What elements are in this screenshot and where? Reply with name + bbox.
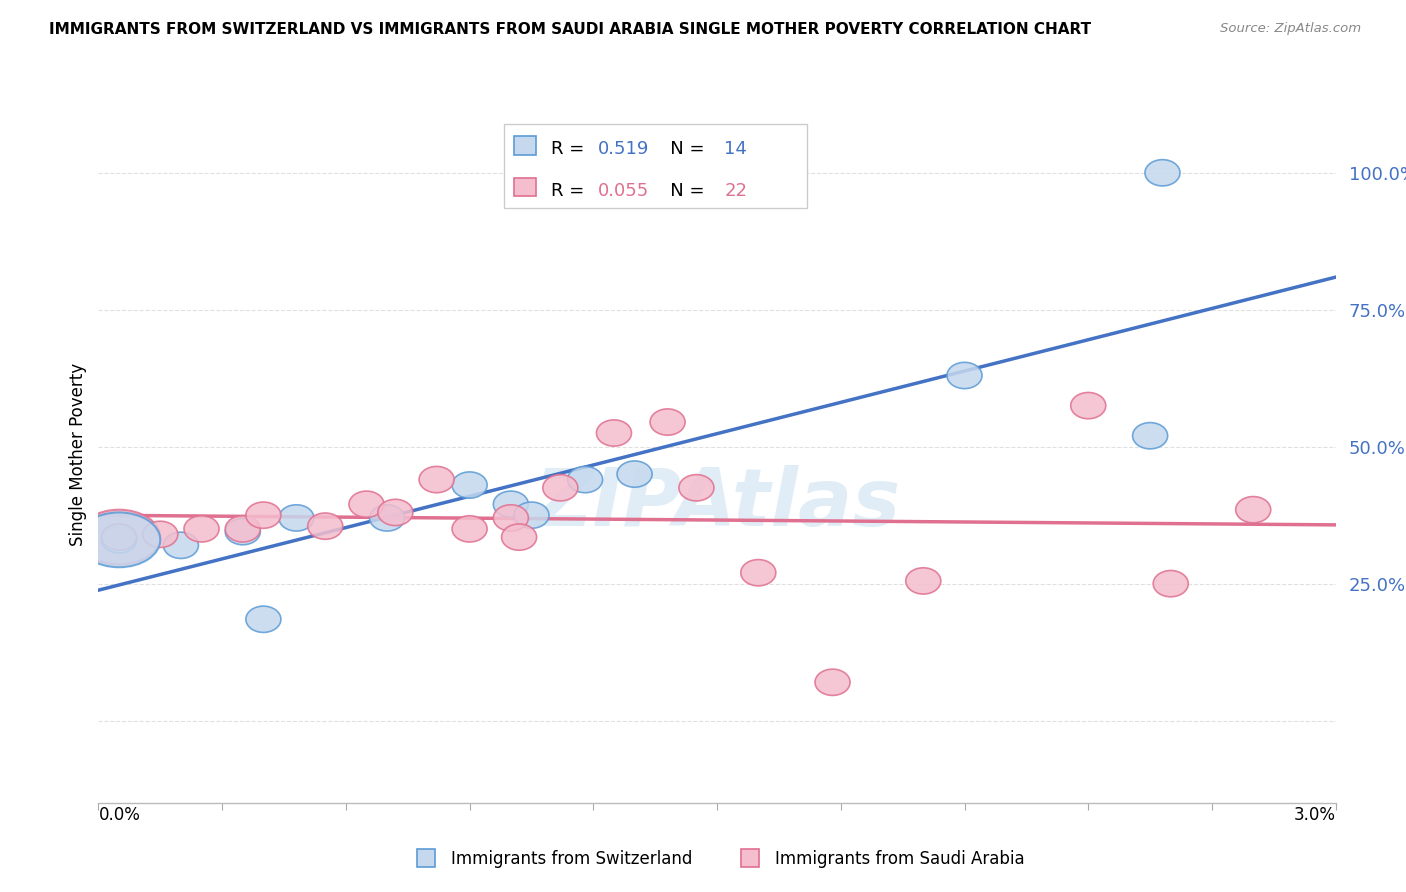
Text: 3.0%: 3.0%	[1294, 805, 1336, 823]
Ellipse shape	[349, 491, 384, 517]
Ellipse shape	[596, 420, 631, 446]
Ellipse shape	[143, 521, 177, 548]
Text: R =: R =	[551, 182, 591, 200]
Ellipse shape	[617, 461, 652, 487]
Text: 22: 22	[724, 182, 748, 200]
Ellipse shape	[101, 526, 136, 553]
FancyBboxPatch shape	[515, 136, 537, 154]
Ellipse shape	[419, 467, 454, 492]
Ellipse shape	[453, 472, 486, 499]
Ellipse shape	[905, 568, 941, 594]
Text: N =: N =	[652, 182, 710, 200]
Ellipse shape	[453, 516, 486, 542]
Ellipse shape	[568, 467, 603, 492]
Text: 0.055: 0.055	[599, 182, 650, 200]
Ellipse shape	[77, 512, 160, 567]
Ellipse shape	[163, 533, 198, 558]
Ellipse shape	[77, 509, 160, 565]
Ellipse shape	[1144, 160, 1180, 186]
Ellipse shape	[378, 500, 413, 525]
Ellipse shape	[101, 524, 136, 550]
Ellipse shape	[370, 505, 405, 531]
Ellipse shape	[494, 491, 529, 517]
FancyBboxPatch shape	[515, 178, 537, 196]
Text: N =: N =	[652, 140, 710, 158]
Ellipse shape	[246, 502, 281, 528]
Ellipse shape	[650, 409, 685, 435]
Text: 0.519: 0.519	[599, 140, 650, 158]
Ellipse shape	[246, 607, 281, 632]
Ellipse shape	[225, 518, 260, 545]
Ellipse shape	[1071, 392, 1105, 418]
Ellipse shape	[1133, 423, 1167, 449]
Ellipse shape	[1236, 497, 1271, 523]
Text: IMMIGRANTS FROM SWITZERLAND VS IMMIGRANTS FROM SAUDI ARABIA SINGLE MOTHER POVERT: IMMIGRANTS FROM SWITZERLAND VS IMMIGRANT…	[49, 22, 1091, 37]
Legend: Immigrants from Switzerland, Immigrants from Saudi Arabia: Immigrants from Switzerland, Immigrants …	[402, 843, 1032, 874]
Text: 14: 14	[724, 140, 748, 158]
Text: 0.0%: 0.0%	[98, 805, 141, 823]
Ellipse shape	[502, 524, 537, 550]
Ellipse shape	[1153, 571, 1188, 597]
Ellipse shape	[308, 513, 343, 540]
Ellipse shape	[741, 559, 776, 586]
Ellipse shape	[948, 362, 981, 389]
Text: Source: ZipAtlas.com: Source: ZipAtlas.com	[1220, 22, 1361, 36]
Ellipse shape	[494, 505, 529, 531]
Ellipse shape	[515, 502, 548, 528]
Ellipse shape	[543, 475, 578, 501]
Ellipse shape	[679, 475, 714, 501]
Text: R =: R =	[551, 140, 591, 158]
Y-axis label: Single Mother Poverty: Single Mother Poverty	[69, 363, 87, 547]
Ellipse shape	[184, 516, 219, 542]
Ellipse shape	[278, 505, 314, 531]
Ellipse shape	[225, 516, 260, 542]
Ellipse shape	[815, 669, 851, 696]
Text: ZIPAtlas: ZIPAtlas	[534, 465, 900, 542]
FancyBboxPatch shape	[505, 124, 807, 208]
